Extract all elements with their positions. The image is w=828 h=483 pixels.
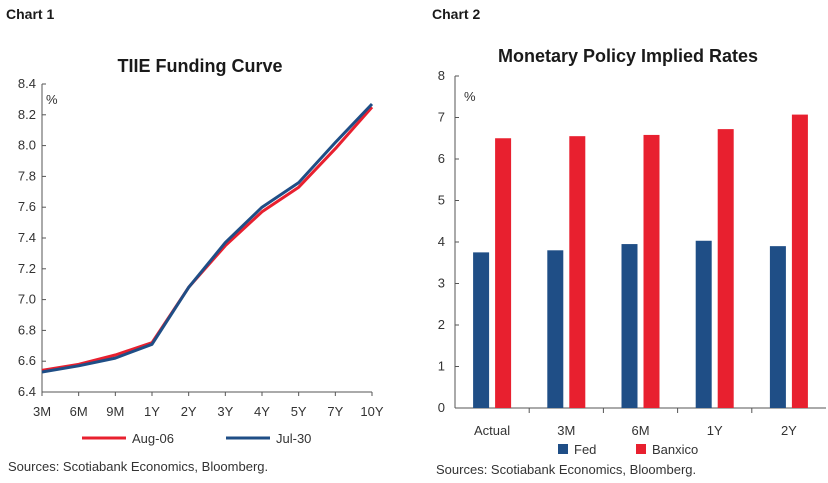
chart1-x-tick-label: 5Y (291, 404, 307, 419)
chart2-bar-fed-2 (621, 244, 638, 408)
chart1-y-tick-label: 8.0 (18, 138, 36, 153)
chart2-y-tick-label: 8 (438, 68, 445, 83)
chart1-x-tick-label: 2Y (181, 404, 197, 419)
chart2-y-tick-label: 3 (438, 276, 445, 291)
chart1-legend: Aug-06 Jul-30 (82, 431, 311, 446)
chart2-x-tick-label: 6M (631, 423, 649, 438)
chart1-y-tick-label: 7.8 (18, 168, 36, 183)
chart2-bar-fed-0 (473, 252, 490, 408)
chart2-bar-fed-1 (547, 250, 564, 408)
chart1-legend-label: Jul-30 (276, 431, 311, 446)
chart1-x-tick-label: 3Y (217, 404, 233, 419)
chart1-x-ticks: 3M 6M 9M 1Y 2Y 3Y 4Y 5Y 7Y 10Y (33, 392, 384, 419)
chart2-legend-swatch (558, 444, 568, 454)
chart1-x-tick-label: 4Y (254, 404, 270, 419)
chart1-series-line-1 (41, 102, 374, 374)
chart2-legend-label: Banxico (652, 442, 698, 457)
chart1-y-tick-label: 6.6 (18, 353, 36, 368)
chart2-title: Monetary Policy Implied Rates (498, 46, 758, 66)
chart2-bar-fed-4 (769, 246, 786, 408)
chart1-unit-label: % (46, 92, 58, 107)
chart2-unit-label: % (464, 89, 476, 104)
chart1-x-tick-label: 10Y (360, 404, 383, 419)
chart1-source: Sources: Scotiabank Economics, Bloomberg… (8, 459, 269, 474)
chart2-y-tick-label: 5 (438, 193, 445, 208)
chart2-x-ticks: Actual 3M 6M 1Y 2Y (474, 408, 797, 438)
chart1-lines (41, 102, 374, 374)
chart2-x-tick-label: 3M (557, 423, 575, 438)
chart2-y-tick-label: 1 (438, 359, 445, 374)
chart1-x-tick-label: 7Y (327, 404, 343, 419)
chart1-y-tick-label: 6.8 (18, 322, 36, 337)
chart1-y-tick-label: 7.6 (18, 199, 36, 214)
chart1-x-tick-label: 1Y (144, 404, 160, 419)
chart2-bar-fed-3 (695, 240, 712, 408)
chart1-label: Chart 1 (6, 6, 55, 22)
chart2-legend-label: Fed (574, 442, 596, 457)
chart2-label: Chart 2 (432, 6, 481, 22)
chart1-y-tick-label: 7.4 (18, 230, 36, 245)
chart2-x-tick-label: 2Y (781, 423, 797, 438)
chart2-bar-banxico-1 (569, 136, 586, 409)
chart1-legend-label: Aug-06 (132, 431, 174, 446)
chart2-y-tick-label: 4 (438, 234, 445, 249)
chart2-bars (473, 114, 808, 409)
chart2-y-tick-label: 0 (438, 400, 445, 415)
chart1-x-tick-label: 6M (70, 404, 88, 419)
chart1-y-tick-label: 8.2 (18, 107, 36, 122)
chart2-bar-banxico-2 (643, 134, 660, 408)
chart1-y-ticks: 6.4 6.6 6.8 7.0 7.2 7.4 7.6 7.8 8.0 8.2 8.4 (18, 76, 46, 399)
chart2-y-tick-label: 2 (438, 317, 445, 332)
chart1-y-tick-label: 6.4 (18, 384, 36, 399)
chart1-y-tick-label: 7.2 (18, 261, 36, 276)
chart1-x-tick-label: 3M (33, 404, 51, 419)
chart2-legend-swatch (636, 444, 646, 454)
chart2-x-tick-label: Actual (474, 423, 510, 438)
chart2-bar-banxico-4 (791, 114, 808, 408)
chart2-source: Sources: Scotiabank Economics, Bloomberg… (436, 462, 697, 477)
chart1-y-tick-label: 8.4 (18, 76, 36, 91)
chart2-y-tick-label: 6 (438, 151, 445, 166)
chart2-legend: Fed Banxico (558, 442, 698, 457)
chart2-x-tick-label: 1Y (707, 423, 723, 438)
chart1-y-tick-label: 7.0 (18, 292, 36, 307)
chart2-bar-banxico-3 (717, 129, 734, 408)
chart2-y-tick-label: 7 (438, 110, 445, 125)
chart1-title: TIIE Funding Curve (118, 56, 283, 76)
chart1-x-tick-label: 9M (106, 404, 124, 419)
chart2-y-ticks: 0 1 2 3 4 5 6 7 8 (438, 68, 459, 415)
chart2-bar-banxico-0 (495, 138, 512, 408)
